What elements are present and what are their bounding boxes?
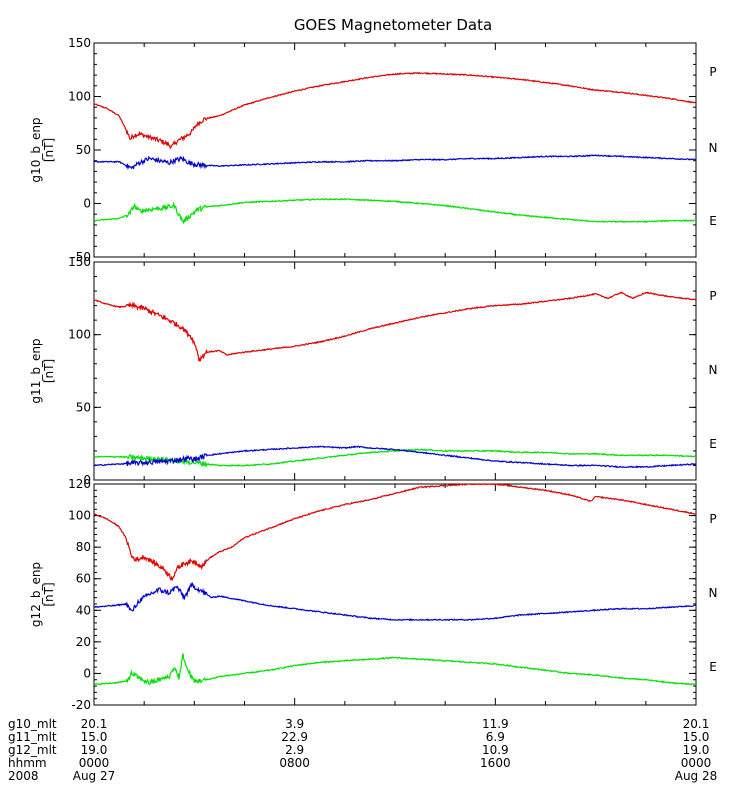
series-line-p [93,71,697,150]
y-tick-label: 100 [68,328,91,342]
legend-n: N [709,363,718,377]
panel-1: -50 0 50 100 150 g10_b_enp [nT] P N E [29,36,717,264]
footer-value: Aug 28 [675,769,718,783]
legend-n: N [709,141,718,155]
y-axis-label: g12_b_enp [29,562,43,627]
y-tick-label: 60 [76,572,91,586]
y-tick-label: 0 [83,666,91,680]
footer-value: 0000 [79,756,110,770]
y-tick-label: 40 [76,603,91,617]
y-axis-label: g10_b_enp [29,117,43,182]
y-tick-label: 50 [76,400,91,414]
footer-row-label: g11_mlt [8,730,57,744]
panel-frame [93,483,697,706]
y-tick-label: 150 [68,36,91,50]
footer-value: 1600 [480,756,511,770]
panel-3: -20 0 20 40 60 80 100 120 g12_b_enp [nT] P N E [29,477,717,712]
panel-frame [93,42,697,258]
y-tick-label: 100 [68,509,91,523]
series-line-n [93,154,697,170]
series-line-n [93,448,697,468]
legend-e: E [709,660,717,674]
series-line-p [93,483,697,582]
y-axis-label: g11_b_enp [29,338,43,403]
y-tick-label: 80 [76,540,91,554]
footer-value: 20.1 [81,717,108,731]
footer-row-label: 2008 [8,769,39,783]
footer-value: 3.9 [285,717,304,731]
y-tick-label: -50 [71,250,91,264]
series-line-e [94,197,697,225]
y-tick-label: 100 [68,90,91,104]
footer-value: 19.0 [683,743,710,757]
footer-value: 11.9 [482,717,509,731]
legend-p: P [709,65,716,79]
legend-p: P [709,289,716,303]
footer-value: 2.9 [285,743,304,757]
y-tick-label: 20 [76,635,91,649]
footer-row-label: g10_mlt [8,717,57,731]
y-tick-label: 120 [68,477,91,491]
footer-row-label: hhmm [8,756,47,770]
chart-title: GOES Magnetometer Data [294,16,492,34]
y-tick-label: -20 [71,698,91,712]
footer-value: 22.9 [281,730,308,744]
y-tick-label: 0 [83,473,91,487]
y-axis-unit: [nT] [42,138,56,162]
legend-e: E [709,214,717,228]
footer-value: 19.0 [81,743,108,757]
y-tick-label: 50 [76,143,91,157]
legend-p: P [709,512,716,526]
panel-frame [93,261,697,481]
legend-n: N [709,586,718,600]
footer-value: 15.0 [683,730,710,744]
footer-value: 0800 [279,756,310,770]
footer-value: 6.9 [486,730,505,744]
y-tick-label: 150 [68,255,91,269]
footer-value: 20.1 [683,717,710,731]
footer-row-label: g12_mlt [8,743,57,757]
time-axis-footer: g10_mltg11_mltg12_mlthhmm200820.115.019.… [8,717,717,783]
footer-value: 10.9 [482,743,509,757]
series-line-p [94,291,697,362]
panel-2: 0 50 100 150 g11_b_enp [nT] P N E [29,255,717,487]
legend-e: E [709,437,717,451]
footer-value: 0000 [681,756,712,770]
series-line-e [94,445,697,469]
y-tick-label: 0 [83,197,91,211]
y-axis-unit: [nT] [42,359,56,383]
series-line-n [94,581,697,622]
footer-value: Aug 27 [73,769,116,783]
series-line-e [93,653,697,686]
y-axis-unit: [nT] [42,582,56,606]
footer-value: 15.0 [81,730,108,744]
